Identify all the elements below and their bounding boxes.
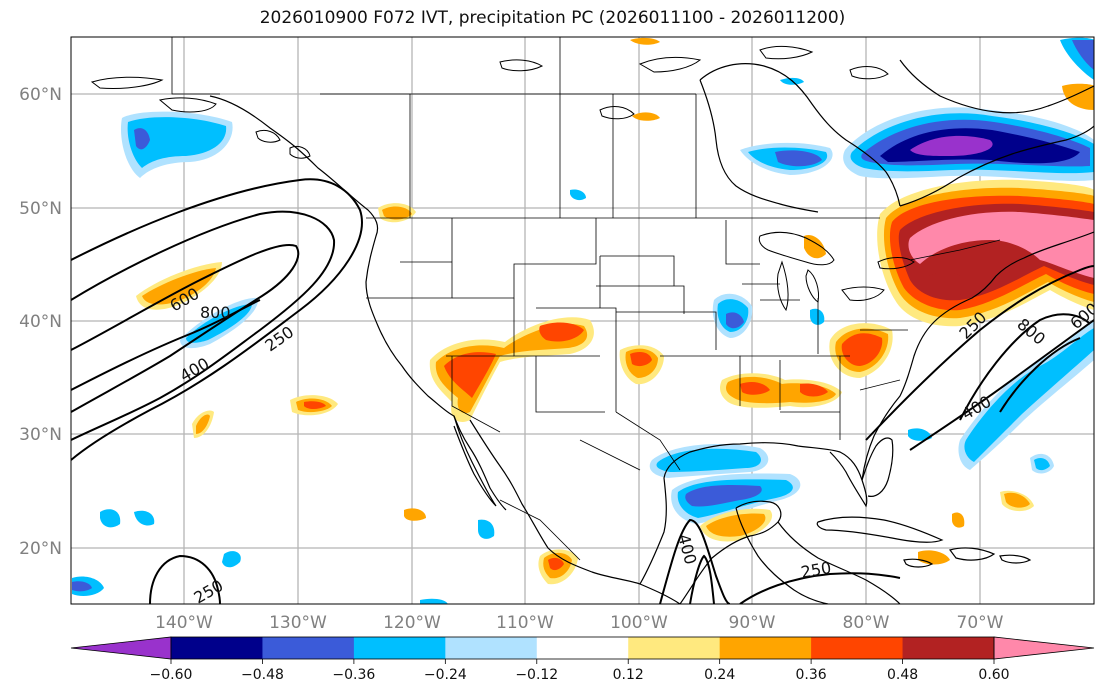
- colorbar-tick-label: 0.36: [796, 667, 827, 683]
- coastline-west: [209, 95, 507, 511]
- colorbar-segment: [353, 637, 446, 659]
- colorbar-tick-label: −0.24: [424, 667, 467, 683]
- colorbar-tick-label: −0.48: [241, 667, 284, 683]
- political-boundaries: [171, 37, 1001, 561]
- ivt-contour-250-east: [865, 265, 1094, 441]
- colorbar-segment: [628, 637, 721, 659]
- longitude-labels: 140°W 130°W 120°W 110°W 100°W 90°W 80°W …: [155, 613, 1004, 633]
- contour-label: 800: [200, 303, 231, 322]
- colorbar-segment: [536, 637, 629, 659]
- colorbar-tick-label: −0.12: [515, 667, 558, 683]
- colorbar-tick-label: 0.48: [887, 667, 918, 683]
- ivt-contour-250-mexico: [739, 572, 901, 604]
- lon-label: 80°W: [843, 613, 890, 633]
- colorbar-segment: [993, 636, 1095, 660]
- ivt-contour-250-sw: [149, 554, 221, 604]
- lon-label: 120°W: [383, 613, 441, 633]
- latitude-labels: 60°N 50°N 40°N 30°N 20°N: [19, 85, 62, 559]
- colorbar-outline: [170, 636, 995, 660]
- colorbar-tick-label: 0.24: [704, 667, 735, 683]
- coastline-gulf: [639, 442, 868, 585]
- lat-label: 40°N: [19, 312, 62, 332]
- ivt-contour-400-west: [71, 210, 336, 441]
- lon-label: 70°W: [957, 613, 1004, 633]
- map-title: 2026010900 F072 IVT, precipitation PC (2…: [259, 8, 846, 28]
- lon-label: 140°W: [155, 613, 213, 633]
- coastline-east: [861, 231, 1094, 481]
- ivt-contour-800-east: [959, 313, 1091, 421]
- lon-label: 110°W: [496, 613, 554, 633]
- colorbar-segment: [445, 637, 538, 659]
- ivt-contour-250-south: [659, 518, 731, 604]
- ivt-contour-800-west: [71, 299, 261, 391]
- ivt-contour-400-east: [909, 319, 1094, 451]
- lat-label: 30°N: [19, 425, 62, 445]
- colorbar-segment: [811, 637, 904, 659]
- lat-label: 60°N: [19, 85, 62, 105]
- lat-label: 20°N: [19, 539, 62, 559]
- lon-label: 100°W: [610, 613, 668, 633]
- colorbar-tick-label: 0.12: [613, 667, 644, 683]
- colorbar-segment: [902, 637, 995, 659]
- ivt-contour-250-west: [71, 178, 363, 461]
- lat-label: 50°N: [19, 199, 62, 219]
- colorbar-tick-label: −0.36: [332, 667, 375, 683]
- ivt-contour-600-west: [71, 243, 300, 413]
- colorbar-segment: [171, 637, 263, 659]
- colorbar-segment: [719, 637, 812, 659]
- colorbar-tick-label: 0.60: [978, 667, 1009, 683]
- colorbar-segment: [262, 637, 355, 659]
- ivt-contours: [71, 178, 1094, 604]
- lon-label: 90°W: [729, 613, 776, 633]
- lon-label: 130°W: [269, 613, 327, 633]
- colorbar: −0.60 −0.48 −0.36 −0.24 −0.12 0.12 0.24 0.36 0.4…: [70, 636, 1095, 683]
- map-border: [70, 36, 1095, 605]
- coastline-caribbean: [816, 516, 944, 543]
- colorbar-segment: [70, 636, 172, 660]
- colorbar-tick-label: −0.60: [150, 667, 193, 683]
